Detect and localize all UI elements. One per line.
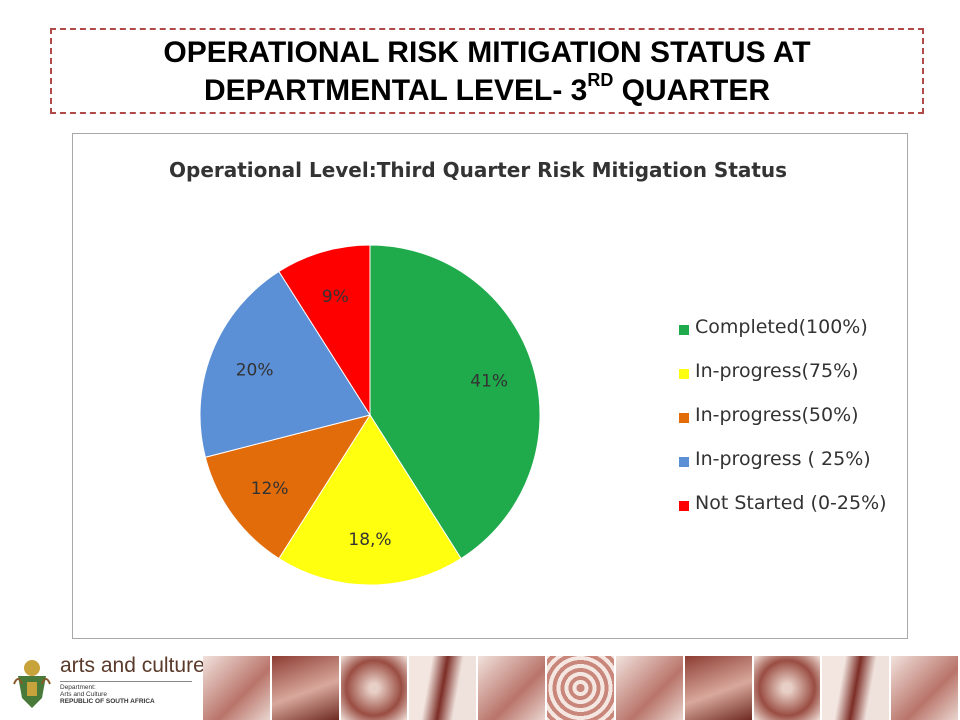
pie-slice — [278, 414, 462, 586]
banner-image — [615, 656, 683, 720]
banner-image — [409, 656, 477, 720]
legend-label: In-progress(75%) — [695, 360, 859, 382]
pie-data-label: 41% — [470, 371, 508, 391]
legend-item: In-progress(75%) — [679, 360, 899, 404]
department-logo: arts and culture Department: Arts and Cu… — [8, 652, 205, 714]
pie-slice — [199, 270, 371, 458]
legend-swatch — [679, 325, 689, 335]
logo-subtitle-1: Department: — [60, 684, 96, 691]
banner-image — [340, 656, 408, 720]
legend-swatch — [679, 501, 689, 511]
banner-image — [547, 656, 614, 720]
pie-slice — [369, 244, 541, 560]
pie-chart: 41% 18,% 12% 20% 9% — [199, 244, 541, 586]
slide-title-box: OPERATIONAL RISK MITIGATION STATUS AT DE… — [50, 28, 924, 114]
legend-label: Not Started (0-25%) — [695, 492, 887, 514]
legend-item: Not Started (0-25%) — [679, 492, 899, 536]
pie-data-label: 12% — [251, 479, 289, 499]
decorative-banner — [203, 656, 960, 720]
pie-data-label: 9% — [322, 287, 349, 307]
banner-image — [891, 656, 958, 720]
banner-image — [822, 656, 890, 720]
legend-label: In-progress ( 25%) — [695, 448, 871, 470]
legend-swatch — [679, 413, 689, 423]
pie-data-label: 18,% — [348, 530, 391, 550]
legend-label: Completed(100%) — [695, 316, 868, 338]
ordinal-superscript: RD — [587, 70, 614, 90]
chart-title: Operational Level:Third Quarter Risk Mit… — [169, 158, 788, 182]
slide-title-line-1: OPERATIONAL RISK MITIGATION STATUS AT — [163, 36, 811, 69]
banner-image — [478, 656, 546, 720]
banner-image — [753, 656, 821, 720]
logo-subtitle-3: REPUBLIC OF SOUTH AFRICA — [60, 698, 155, 705]
chart-frame: Operational Level:Third Quarter Risk Mit… — [72, 133, 908, 639]
pie-slice — [278, 244, 371, 417]
logo-name: arts and culture — [60, 654, 205, 677]
banner-image — [684, 656, 752, 720]
chart-legend: Completed(100%) In-progress(75%) In-progre… — [679, 316, 899, 536]
pie-data-label: 20% — [236, 360, 274, 380]
legend-swatch — [679, 369, 689, 379]
legend-item: Completed(100%) — [679, 316, 899, 360]
slide-title-line-2: DEPARTMENTAL LEVEL- 3RD QUARTER — [52, 70, 922, 108]
legend-swatch — [679, 457, 689, 467]
pie-slice — [204, 414, 372, 560]
logo-divider — [60, 681, 192, 682]
slide-title-line-2-end: QUARTER — [613, 74, 771, 107]
banner-image — [203, 656, 270, 720]
logo-subtitle-2: Arts and Culture — [60, 691, 107, 698]
banner-image — [271, 656, 339, 720]
slide-title-line-2-main: DEPARTMENTAL LEVEL- 3 — [203, 74, 588, 107]
legend-item: In-progress(50%) — [679, 404, 899, 448]
legend-item: In-progress ( 25%) — [679, 448, 899, 492]
coat-of-arms-icon — [13, 660, 51, 708]
legend-label: In-progress(50%) — [695, 404, 859, 426]
